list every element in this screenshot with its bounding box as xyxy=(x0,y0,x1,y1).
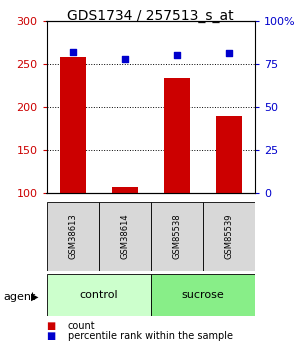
Point xyxy=(226,51,231,56)
Text: control: control xyxy=(79,290,118,300)
Text: sucrose: sucrose xyxy=(182,290,224,300)
Text: GSM85539: GSM85539 xyxy=(224,214,233,259)
Bar xyxy=(59,57,86,193)
Text: GDS1734 / 257513_s_at: GDS1734 / 257513_s_at xyxy=(67,9,233,23)
Bar xyxy=(151,274,255,316)
Bar xyxy=(46,274,151,316)
Bar xyxy=(151,202,203,271)
Text: GSM85538: GSM85538 xyxy=(172,214,181,259)
Bar xyxy=(46,202,99,271)
Bar xyxy=(99,202,151,271)
Text: GSM38613: GSM38613 xyxy=(68,214,77,259)
Text: ■: ■ xyxy=(46,332,56,341)
Text: percentile rank within the sample: percentile rank within the sample xyxy=(68,332,232,341)
Point xyxy=(174,52,179,58)
Text: ▶: ▶ xyxy=(31,292,38,302)
Bar xyxy=(112,187,138,193)
Bar xyxy=(164,79,190,193)
Bar xyxy=(216,116,242,193)
Text: count: count xyxy=(68,321,95,331)
Point xyxy=(122,56,127,61)
Bar xyxy=(203,202,255,271)
Text: ■: ■ xyxy=(46,321,56,331)
Text: GSM38614: GSM38614 xyxy=(120,214,129,259)
Text: agent: agent xyxy=(3,292,35,302)
Point xyxy=(70,49,75,55)
